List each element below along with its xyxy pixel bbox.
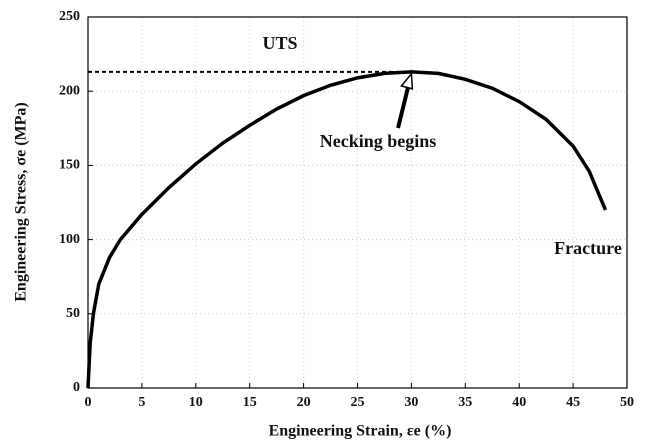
y-tick-label: 150 — [59, 158, 80, 173]
x-tick-label: 45 — [566, 395, 580, 410]
x-tick-label: 10 — [189, 395, 203, 410]
y-tick-label: 50 — [66, 306, 80, 321]
x-tick-label: 0 — [85, 395, 92, 410]
stress-strain-curve — [86, 70, 608, 389]
annotation: UTS — [262, 33, 297, 53]
x-tick-label: 25 — [351, 395, 365, 410]
x-tick-label: 40 — [512, 395, 526, 410]
arrow-shaft — [396, 85, 411, 129]
x-tick-label: 30 — [404, 395, 418, 410]
annotation: Necking begins — [320, 131, 437, 151]
plot-frame — [87, 16, 628, 389]
annotation: Fracture — [554, 238, 622, 258]
arrow-head — [400, 71, 414, 90]
x-tick-label: 20 — [297, 395, 311, 410]
y-tick-label: 250 — [59, 9, 80, 24]
x-axis-label: Engineering Strain, εe (%) — [269, 423, 452, 440]
x-tick-label: 35 — [458, 395, 472, 410]
y-axis-label: Engineering Stress, σe (MPa) — [13, 102, 30, 302]
x-tick-label: 50 — [620, 395, 634, 410]
x-tick-label: 15 — [243, 395, 257, 410]
y-tick-label: 100 — [59, 232, 80, 247]
y-tick-label: 0 — [73, 380, 80, 395]
y-tick-label: 200 — [59, 83, 80, 98]
x-tick-label: 5 — [138, 395, 145, 410]
